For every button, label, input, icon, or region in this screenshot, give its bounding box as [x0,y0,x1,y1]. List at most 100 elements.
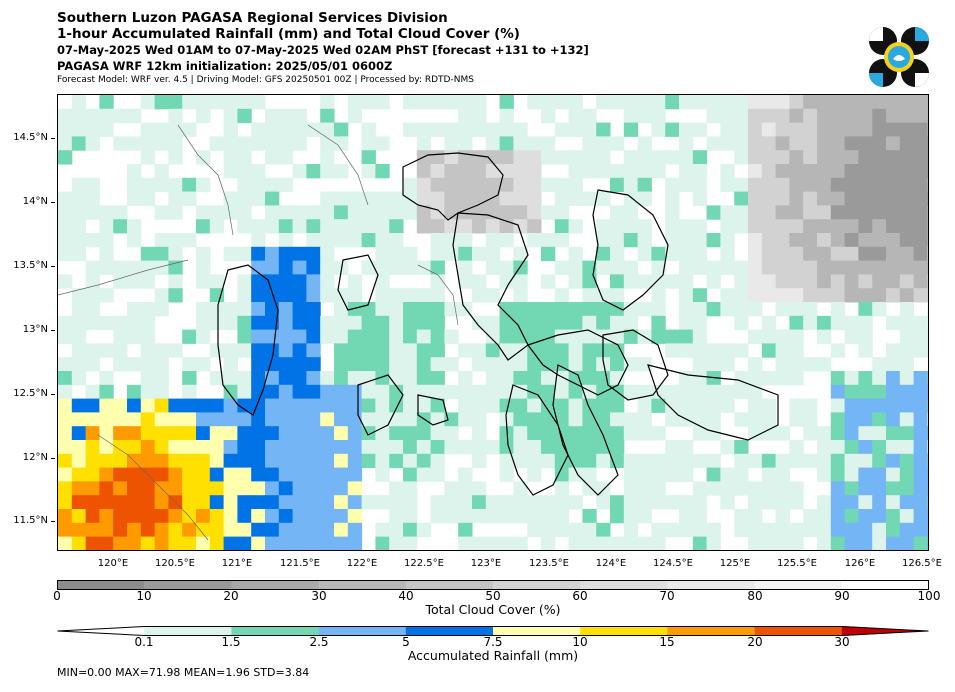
grid-cell [830,343,846,358]
grid-cell [403,177,418,193]
grid-cell [623,467,639,482]
grid-cell [886,233,901,248]
grid-cell [679,274,694,289]
grid-cell [444,233,459,248]
grid-cell [168,398,183,413]
grid-cell [513,453,528,469]
grid-cell [458,246,473,262]
grid-cell [872,440,887,455]
grid-cell [416,398,432,413]
grid-cell [499,398,514,413]
grid-cell [692,412,708,427]
grid-cell [913,495,928,510]
grid-cell [858,426,873,441]
grid-cell [430,191,445,206]
grid-cell [844,246,859,262]
grid-cell [237,440,252,455]
grid-cell [71,205,87,220]
grid-cell [209,467,225,482]
grid-cell [899,453,915,469]
grid-cell [320,495,335,510]
grid-cell [886,467,901,482]
grid-cell [775,467,790,482]
grid-cell [803,108,818,124]
grid-cell [734,522,749,538]
grid-cell [278,219,294,234]
grid-cell [554,467,570,482]
grid-cell [99,509,114,524]
grid-cell [582,371,597,386]
grid-cell [927,191,928,206]
grid-cell [679,288,694,303]
thin-coastlines [58,124,459,541]
grid-cell [85,398,100,413]
grid-cell [817,495,832,510]
grid-cell [375,329,390,344]
grid-cell [679,260,694,275]
grid-cell [347,205,363,220]
grid-cell [734,467,749,482]
grid-cell [582,150,597,165]
grid-cell [596,522,611,538]
grid-cell [913,384,928,400]
grid-cell [899,329,915,344]
grid-cell [803,260,818,275]
grid-cell [499,371,514,386]
grid-cell [886,95,901,110]
grid-cell [347,95,363,110]
grid-cell [582,384,597,400]
grid-cell [761,205,777,220]
grid-cell [582,329,597,344]
grid-cell [237,150,252,165]
grid-cell [541,509,556,524]
grid-cell [58,412,73,427]
grid-cell [361,453,376,469]
grid-cell [375,219,390,234]
grid-cell [472,315,487,331]
grid-cell [320,522,335,538]
grid-cell [844,453,859,469]
grid-cell [623,384,639,400]
grid-cell [679,453,694,469]
grid-cell [844,467,859,482]
grid-cell [154,343,169,358]
grid-cell [803,509,818,524]
grid-cell [527,205,542,220]
grid-cell [541,302,556,317]
grid-cell [430,343,445,358]
grid-cell [513,274,528,289]
grid-cell [872,384,887,400]
grid-cell [334,412,349,427]
grid-cell [568,522,583,538]
grid-cell [334,371,349,386]
grid-cell [582,440,597,455]
grid-cell [237,274,252,289]
grid-cell [706,205,721,220]
grid-cell [154,246,169,262]
grid-cell [444,122,459,137]
grid-cell [651,246,666,262]
grid-cell [154,95,169,110]
grid-cell [775,329,790,344]
grid-cell [458,122,473,137]
grid-cell [403,315,418,331]
grid-cell [237,509,252,524]
grid-cell [168,453,183,469]
grid-cell [568,260,583,275]
grid-cell [168,122,183,137]
grid-cell [679,177,694,193]
grid-cell [223,398,238,413]
grid-cell [527,357,542,372]
grid-cell [692,260,708,275]
grid-cell [830,440,846,455]
grid-cell [168,191,183,206]
grid-cell [168,150,183,165]
grid-cell [554,453,570,469]
grid-cell [775,357,790,372]
thin-coastline [417,264,459,326]
grid-cell [886,122,901,137]
grid-cell [485,246,501,262]
grid-cell [85,495,100,510]
grid-cell [596,371,611,386]
grid-cell [610,274,625,289]
